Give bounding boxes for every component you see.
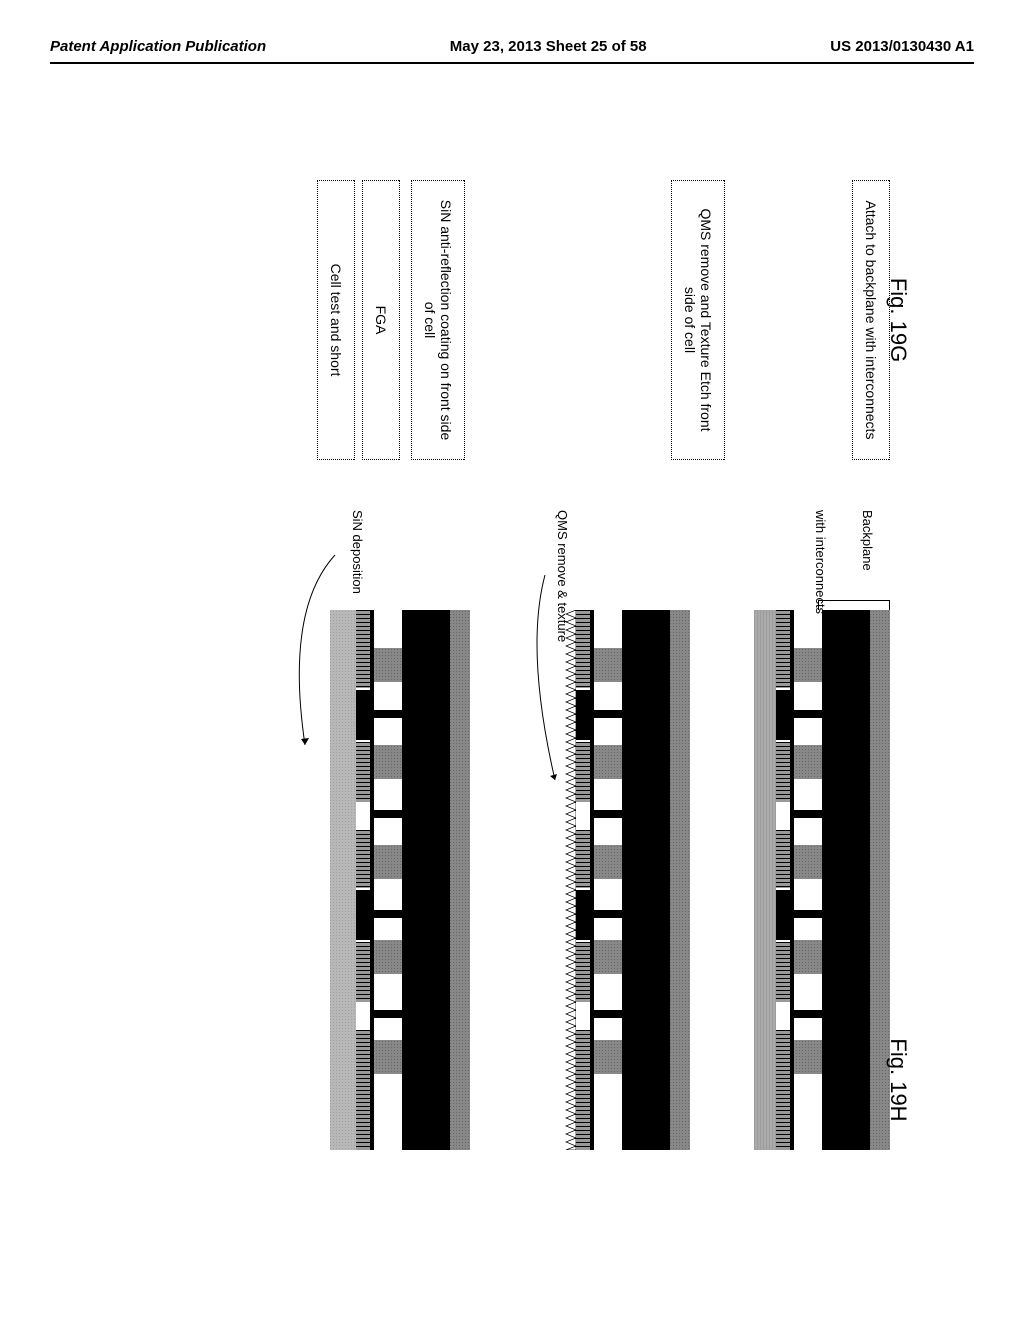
black-layer (622, 610, 670, 1150)
label-text: with interconnects (811, 510, 828, 614)
flowchart-step: Cell test and short (317, 180, 355, 460)
thin-black-layer (370, 610, 374, 1150)
wide-via (576, 690, 590, 740)
via (372, 910, 402, 918)
pillar (594, 940, 622, 974)
thin-black-layer (590, 610, 594, 1150)
pillar (374, 940, 402, 974)
via (372, 810, 402, 818)
serrated-layer (356, 1030, 370, 1150)
main-area: Attach to backplane with interconnectsQM… (0, 130, 1024, 1180)
pillar (594, 745, 622, 779)
serrated-layer (776, 942, 790, 1002)
wide-via (356, 690, 370, 740)
serrated-layer (356, 830, 370, 888)
wide-via (776, 890, 790, 940)
header-right: US 2013/0130430 A1 (830, 38, 974, 55)
serrated-layer (576, 610, 590, 688)
serrated-layer (576, 742, 590, 802)
pillar (374, 1040, 402, 1074)
via (592, 710, 622, 718)
pillar (594, 1040, 622, 1074)
header-divider (50, 62, 974, 64)
via (592, 810, 622, 818)
sin-layer (330, 610, 356, 1150)
via (792, 1010, 822, 1018)
diagram-1-label-a: Backplane with interconnects (811, 510, 875, 614)
pillar (794, 940, 822, 974)
pillar (374, 648, 402, 682)
diagram-step-2: QMS remove & texture (540, 610, 690, 1150)
label-text: Backplane (858, 510, 875, 614)
top-speckle-layer (670, 610, 690, 1150)
serrated-layer (576, 830, 590, 888)
pillar (374, 845, 402, 879)
wide-via (356, 890, 370, 940)
via (792, 710, 822, 718)
pillar (594, 845, 622, 879)
pillar (594, 648, 622, 682)
figure-container: Attach to backplane with interconnectsQM… (130, 180, 890, 1180)
page-header: Patent Application Publication May 23, 2… (0, 38, 1024, 55)
via (792, 910, 822, 918)
serrated-layer (576, 942, 590, 1002)
serrated-layer (356, 610, 370, 688)
serrated-layer (576, 1030, 590, 1150)
black-layer (822, 610, 870, 1150)
pillar (794, 1040, 822, 1074)
top-speckle-layer (450, 610, 470, 1150)
flowchart-step: SiN anti-reflection coating on front sid… (411, 180, 465, 460)
serrated-layer (776, 742, 790, 802)
figure-label-19h: Fig. 19H (885, 930, 911, 1230)
serrated-layer (776, 830, 790, 888)
diagram-step-3: SiN deposition (320, 610, 470, 1150)
pillar (794, 745, 822, 779)
header-center: May 23, 2013 Sheet 25 of 58 (450, 38, 647, 55)
via (372, 710, 402, 718)
via (372, 1010, 402, 1018)
serrated-layer (776, 610, 790, 688)
serrated-layer (356, 942, 370, 1002)
wide-via (576, 890, 590, 940)
flowchart-step: QMS remove and Texture Etch front side o… (671, 180, 725, 460)
wide-via (776, 690, 790, 740)
figure-label-19g: Fig. 19G (885, 180, 911, 460)
diagram-3-label: SiN deposition (348, 510, 365, 594)
header-left: Patent Application Publication (50, 38, 266, 55)
serrated-layer (356, 742, 370, 802)
substrate-layer (754, 610, 776, 1150)
serrated-layer (776, 1030, 790, 1150)
flowchart-step: FGA (362, 180, 400, 460)
pillar (374, 745, 402, 779)
via (592, 1010, 622, 1018)
thin-black-layer (790, 610, 794, 1150)
pillar (794, 845, 822, 879)
via (792, 810, 822, 818)
diagram-step-1: Backplane with interconnects (740, 610, 890, 1150)
texture-edge (560, 610, 576, 1150)
black-layer (402, 610, 450, 1150)
via (592, 910, 622, 918)
pillar (794, 648, 822, 682)
